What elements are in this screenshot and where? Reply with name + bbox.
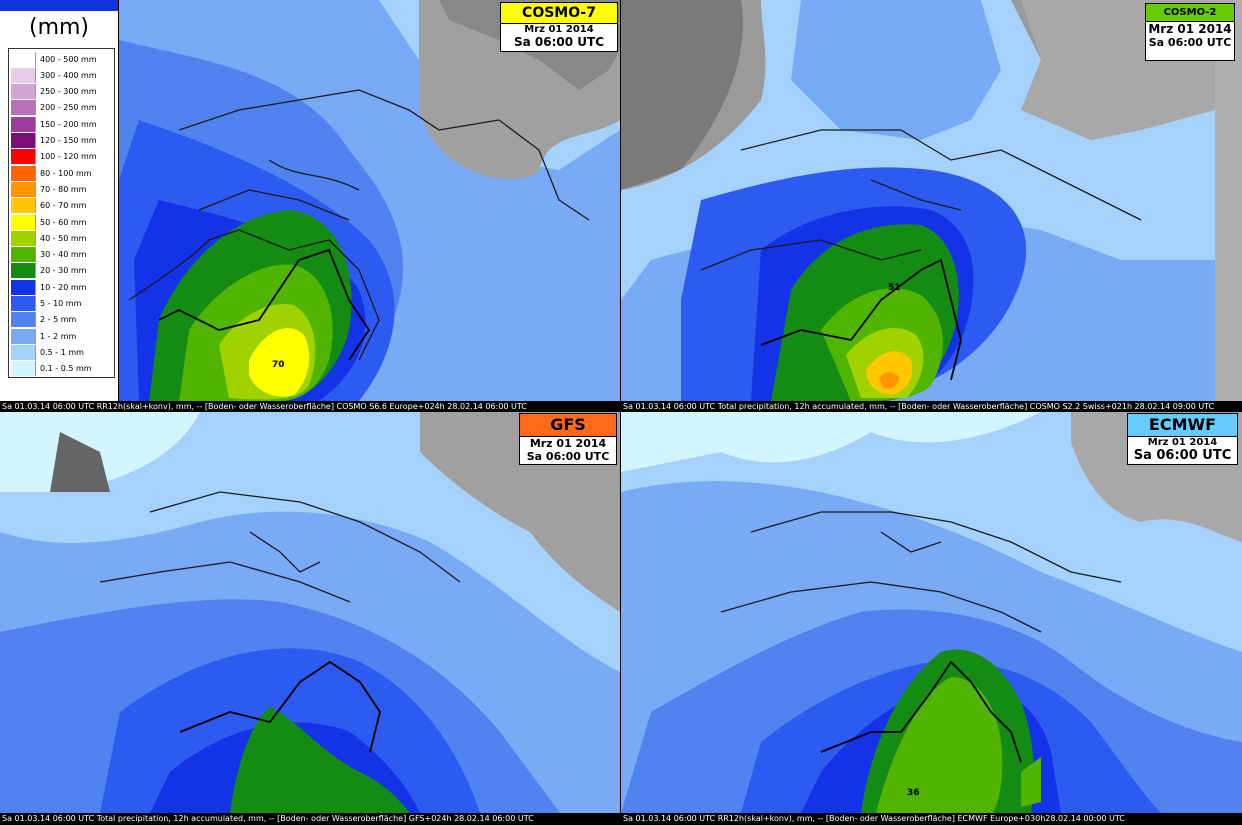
legend-item: 5 - 10 mm bbox=[11, 296, 81, 312]
legend-swatch bbox=[11, 361, 36, 377]
map-panel-ecmwf: ECMWF Mrz 01 2014 Sa 06:00 UTC 36 bbox=[621, 412, 1242, 813]
precipitation-map bbox=[621, 412, 1242, 813]
legend-swatch bbox=[11, 247, 36, 263]
legend-label: 1 - 2 mm bbox=[40, 331, 77, 341]
forecast-date: Mrz 01 2014 bbox=[524, 24, 594, 35]
legend-label: 70 - 80 mm bbox=[40, 184, 87, 194]
legend-item: 120 - 150 mm bbox=[11, 133, 97, 149]
legend-item: 80 - 100 mm bbox=[11, 165, 92, 181]
legend-item: 40 - 50 mm bbox=[11, 230, 86, 246]
map-panel-cosmo-7: COSMO-7 Mrz 01 2014 Sa 06:00 UTC 70 bbox=[119, 0, 620, 401]
legend-swatch bbox=[11, 100, 36, 116]
legend-swatch bbox=[11, 116, 36, 132]
legend-item: 150 - 200 mm bbox=[11, 116, 97, 132]
forecast-date: Mrz 01 2014 bbox=[1148, 22, 1232, 36]
legend-swatch bbox=[11, 51, 36, 67]
precipitation-legend: (mm) 400 - 500 mm 300 - 400 mm 250 - 300 m… bbox=[0, 0, 119, 412]
legend-label: 250 - 300 mm bbox=[40, 87, 97, 97]
max-value-label: 36 bbox=[907, 788, 920, 798]
model-name: COSMO-7 bbox=[501, 3, 617, 24]
legend-item: 30 - 40 mm bbox=[11, 247, 86, 263]
map-panel-cosmo-2: COSMO-2 Mrz 01 2014 Sa 06:00 UTC 51 bbox=[621, 0, 1242, 401]
legend-swatch bbox=[11, 279, 36, 295]
legend-label: 300 - 400 mm bbox=[40, 70, 97, 80]
legend-label: 200 - 250 mm bbox=[40, 103, 97, 113]
footer-info-gfs: Sa 01.03.14 06:00 UTC Total precipitatio… bbox=[0, 813, 620, 824]
legend-item: 70 - 80 mm bbox=[11, 181, 86, 197]
legend-item: 60 - 70 mm bbox=[11, 198, 86, 214]
legend-item: 20 - 30 mm bbox=[11, 263, 86, 279]
legend-label: 50 - 60 mm bbox=[40, 217, 87, 227]
legend-item: 400 - 500 mm bbox=[11, 51, 97, 67]
forecast-time: Sa 06:00 UTC bbox=[1148, 36, 1232, 49]
footer-info-cosmo-7: Sa 01.03.14 06:00 UTC RR12h(skal+konv), … bbox=[0, 401, 620, 412]
legend-label: 2 - 5 mm bbox=[40, 315, 77, 325]
legend-unit: (mm) bbox=[28, 15, 90, 40]
max-value-label: 70 bbox=[272, 360, 285, 370]
legend-label: 120 - 150 mm bbox=[40, 136, 97, 145]
legend-item: 1 - 2 mm bbox=[11, 328, 76, 344]
legend-top-bar bbox=[0, 0, 118, 11]
legend-label: 10 - 20 mm bbox=[40, 282, 87, 292]
model-name: ECMWF bbox=[1128, 414, 1237, 437]
legend-swatch bbox=[11, 165, 36, 181]
legend-swatch bbox=[11, 296, 36, 311]
legend-item: 250 - 300 mm bbox=[11, 84, 97, 100]
legend-label: 80 - 100 mm bbox=[40, 168, 92, 178]
legend-item: 0.5 - 1 mm bbox=[11, 344, 84, 360]
legend-swatch bbox=[11, 181, 36, 197]
legend-item: 2 - 5 mm bbox=[11, 312, 76, 328]
legend-swatch bbox=[11, 328, 36, 344]
legend-swatch bbox=[11, 230, 36, 246]
legend-scale: 400 - 500 mm 300 - 400 mm 250 - 300 mm 200 … bbox=[8, 48, 115, 378]
model-label-box: ECMWF Mrz 01 2014 Sa 06:00 UTC bbox=[1127, 413, 1238, 465]
precipitation-map bbox=[119, 0, 620, 401]
legend-item: 50 - 60 mm bbox=[11, 214, 86, 230]
legend-swatch bbox=[11, 67, 36, 83]
legend-swatch bbox=[11, 312, 36, 328]
forecast-time: Sa 06:00 UTC bbox=[513, 35, 605, 49]
footer-info-ecmwf: Sa 01.03.14 06:00 UTC RR12h(skal+konv), … bbox=[621, 813, 1242, 824]
legend-item: 200 - 250 mm bbox=[11, 100, 97, 116]
forecast-date: Mrz 01 2014 bbox=[1147, 437, 1218, 448]
legend-label: 400 - 500 mm bbox=[40, 54, 97, 64]
legend-label: 100 - 120 mm bbox=[40, 152, 97, 162]
legend-label: 150 - 200 mm bbox=[40, 119, 97, 129]
legend-label: 60 - 70 mm bbox=[40, 201, 87, 211]
legend-swatch bbox=[11, 84, 36, 100]
legend-swatch bbox=[11, 344, 36, 360]
model-label-box: COSMO-2 Mrz 01 2014 Sa 06:00 UTC bbox=[1145, 3, 1235, 61]
legend-swatch bbox=[11, 149, 36, 165]
precipitation-map bbox=[0, 412, 620, 813]
legend-swatch bbox=[11, 214, 36, 230]
forecast-date: Mrz 01 2014 bbox=[529, 437, 607, 450]
model-label-box: GFS Mrz 01 2014 Sa 06:00 UTC bbox=[519, 413, 617, 465]
legend-label: 0.5 - 1 mm bbox=[40, 347, 84, 357]
legend-label: 40 - 50 mm bbox=[40, 233, 87, 243]
legend-label: 0.1 - 0.5 mm bbox=[40, 364, 92, 374]
legend-swatch bbox=[11, 198, 36, 214]
legend-swatch bbox=[11, 133, 36, 148]
footer-info-cosmo-2: Sa 01.03.14 06:00 UTC Total precipitatio… bbox=[621, 401, 1242, 412]
model-name: COSMO-2 bbox=[1146, 4, 1234, 22]
forecast-time: Sa 06:00 UTC bbox=[1133, 448, 1232, 463]
legend-item: 10 - 20 mm bbox=[11, 279, 86, 295]
forecast-time: Sa 06:00 UTC bbox=[526, 450, 610, 463]
legend-item: 100 - 120 mm bbox=[11, 149, 97, 165]
map-panel-gfs: GFS Mrz 01 2014 Sa 06:00 UTC bbox=[0, 412, 620, 813]
model-label-box: COSMO-7 Mrz 01 2014 Sa 06:00 UTC bbox=[500, 2, 618, 52]
legend-item: 300 - 400 mm bbox=[11, 67, 97, 83]
model-name: GFS bbox=[520, 414, 616, 437]
legend-label: 30 - 40 mm bbox=[40, 250, 87, 260]
legend-label: 20 - 30 mm bbox=[40, 266, 87, 276]
legend-swatch bbox=[11, 263, 36, 279]
legend-label: 5 - 10 mm bbox=[40, 299, 82, 308]
legend-item: 0.1 - 0.5 mm bbox=[11, 361, 92, 377]
max-value-label: 51 bbox=[888, 283, 901, 293]
